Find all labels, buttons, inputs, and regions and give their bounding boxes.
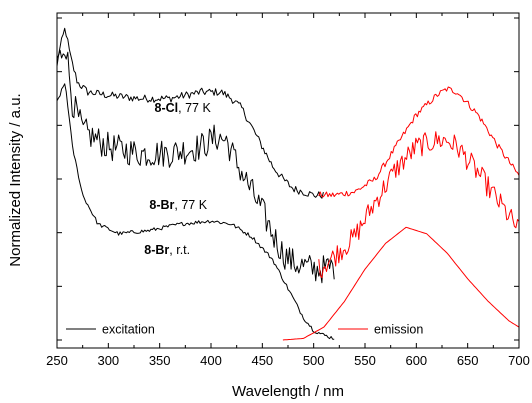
x-axis-title: Wavelength / nm (232, 383, 344, 400)
legend-label-excitation: excitation (102, 323, 155, 337)
curve-annotation: 8-Br, 77 K (149, 198, 207, 212)
x-tick-label: 400 (200, 353, 222, 368)
annotation-layer: 8-Cl, 77 K8-Br, 77 K8-Br, r.t. (144, 101, 211, 257)
excitation-line-8-br-77-k (56, 49, 335, 284)
annotation-condition: , r.t. (169, 243, 190, 257)
legend: excitation emission (66, 323, 423, 337)
y-axis-title: Normalized Intensity / a.u. (7, 93, 24, 266)
annotation-condition: , 77 K (178, 101, 211, 115)
annotation-compound: 8-Br (149, 198, 174, 212)
x-tick-label: 600 (405, 353, 427, 368)
emission-line-8-br-r-t (282, 226, 520, 341)
series-layer (56, 27, 520, 341)
annotation-compound: 8-Br (144, 243, 169, 257)
emission-line-8-br-77-k (318, 131, 520, 279)
x-tick-label: 700 (508, 353, 530, 368)
excitation-line-8-cl-77-k (56, 27, 324, 199)
tick-layer: 250 300 350 400 450 500 550 600 650 700 (46, 13, 530, 368)
curve-annotation: 8-Cl, 77 K (155, 101, 212, 115)
x-tick-label: 450 (251, 353, 273, 368)
x-tick-label: 550 (354, 353, 376, 368)
annotation-compound: 8-Cl (155, 101, 179, 115)
x-tick-label: 500 (303, 353, 325, 368)
emission-line-8-cl-77-k (318, 86, 520, 198)
x-tick-label: 350 (149, 353, 171, 368)
excitation-line-8-br-r-t (56, 83, 335, 340)
x-tick-label: 650 (457, 353, 479, 368)
legend-label-emission: emission (374, 323, 423, 337)
x-tick-label: 300 (97, 353, 119, 368)
annotation-condition: , 77 K (174, 198, 207, 212)
x-tick-label: 250 (46, 353, 68, 368)
curve-annotation: 8-Br, r.t. (144, 243, 190, 257)
